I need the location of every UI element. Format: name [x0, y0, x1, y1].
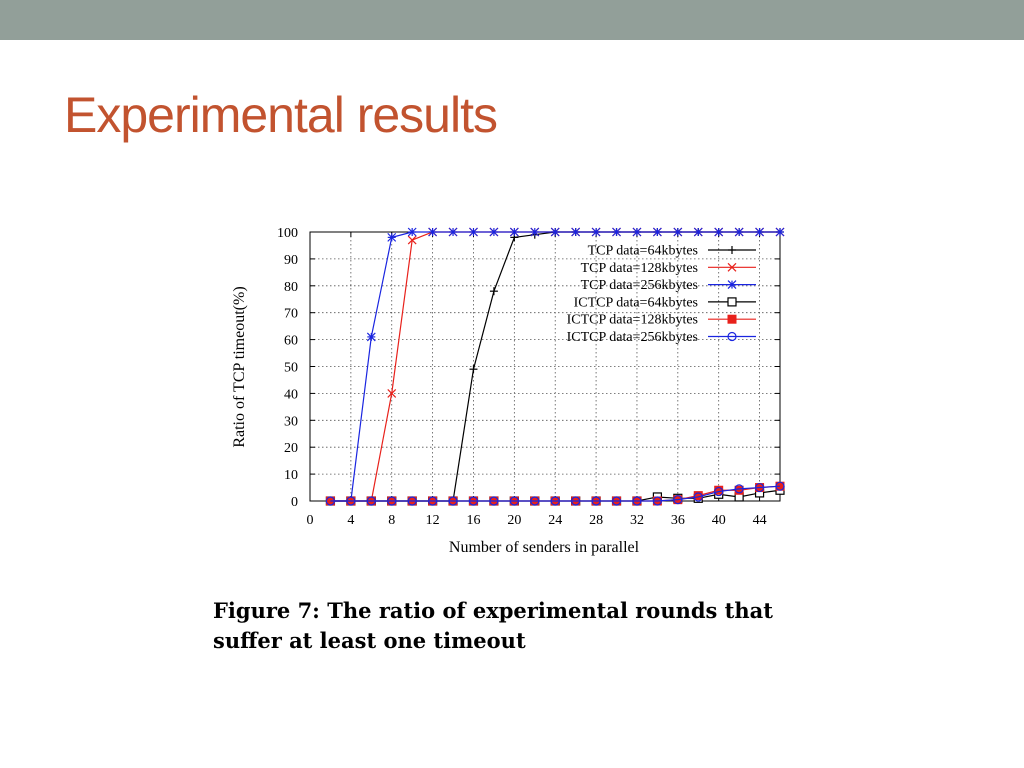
data-point [673, 227, 683, 237]
chart-axes: 0 4 8 12 16 20 24 28 32 36 40 44 0 10 20 30 40 50 60 70 80 90… [277, 226, 781, 528]
data-point [469, 365, 478, 374]
legend-marker [727, 297, 737, 307]
legend-label: TCP data=256kbytes [581, 278, 698, 293]
data-point [387, 388, 397, 398]
chart-grid [310, 232, 780, 501]
y-tick-label: 20 [284, 441, 298, 456]
data-point [407, 496, 417, 506]
y-tick-label: 90 [284, 253, 298, 268]
x-tick-label: 20 [507, 513, 521, 528]
x-tick-label: 8 [388, 513, 395, 528]
x-tick-label: 4 [347, 513, 354, 528]
data-point [591, 227, 601, 237]
data-point [346, 496, 356, 506]
y-tick-label: 50 [284, 361, 298, 376]
data-point [489, 227, 499, 237]
data-point [632, 227, 642, 237]
data-point [509, 496, 519, 506]
data-point [550, 227, 560, 237]
data-point [714, 227, 724, 237]
y-tick-label: 60 [284, 334, 298, 349]
data-point [469, 227, 478, 237]
legend-marker [727, 262, 737, 272]
data-point [591, 496, 601, 506]
data-point [489, 496, 499, 506]
data-point [714, 486, 724, 497]
data-point [530, 227, 540, 237]
data-point [734, 227, 744, 237]
legend-label: ICTCP data=128kbytes [567, 313, 698, 328]
data-point [611, 496, 622, 506]
data-point [612, 227, 621, 237]
data-point [775, 227, 785, 237]
data-point [428, 227, 438, 237]
chart-series [325, 227, 785, 506]
x-tick-label: 32 [630, 513, 644, 528]
y-tick-label: 10 [284, 468, 298, 483]
legend-marker [728, 246, 736, 254]
slide-title: Experimental results [64, 87, 498, 143]
data-point [366, 332, 376, 342]
data-point [325, 496, 336, 506]
x-tick-label: 12 [426, 513, 440, 528]
legend-label: TCP data=64kbytes [588, 244, 698, 259]
x-axis-label: Number of senders in parallel [449, 539, 640, 556]
data-point [468, 496, 479, 506]
legend-marker [727, 314, 737, 324]
y-tick-label: 40 [284, 387, 298, 402]
top-accent-bar [0, 0, 1024, 40]
data-point [571, 227, 581, 237]
legend-marker [727, 280, 737, 290]
x-tick-label: 40 [712, 513, 726, 528]
caption-line-2: suffer at least one timeout [213, 628, 526, 653]
data-point [755, 227, 764, 237]
data-point [550, 496, 560, 506]
data-point [571, 496, 581, 506]
y-tick-label: 30 [284, 414, 298, 429]
data-point [734, 484, 744, 494]
data-point [754, 482, 765, 493]
data-point [407, 235, 417, 245]
y-tick-label: 0 [291, 495, 298, 510]
legend-marker [727, 331, 737, 342]
y-tick-label: 70 [284, 307, 298, 322]
data-point [673, 495, 683, 505]
data-point [652, 496, 662, 506]
data-point [509, 227, 519, 237]
data-point [693, 492, 703, 502]
data-point [407, 227, 417, 237]
data-point [489, 287, 498, 296]
x-tick-label: 0 [307, 513, 314, 528]
chart-legend: TCP data=64kbytes TCP data=128kbytes TCP d… [567, 244, 756, 345]
data-point [632, 496, 642, 506]
series-line [330, 485, 781, 502]
legend-label: TCP data=128kbytes [581, 261, 698, 276]
x-tick-label: 16 [466, 513, 480, 528]
x-tick-label: 28 [589, 513, 603, 528]
data-point [652, 227, 662, 237]
data-point [366, 496, 376, 506]
y-axis-label: Ratio of TCP timeout(%) [231, 286, 248, 447]
figure-caption: Figure 7: The ratio of experimental roun… [213, 596, 833, 656]
y-tick-label: 80 [284, 280, 298, 295]
data-point [448, 496, 458, 506]
plot-frame [309, 231, 781, 502]
data-point [775, 481, 785, 491]
data-point [693, 227, 703, 237]
legend-label: ICTCP data=256kbytes [567, 330, 698, 345]
data-point [428, 496, 438, 506]
caption-line-1: Figure 7: The ratio of experimental roun… [213, 598, 773, 623]
data-point [387, 232, 397, 242]
x-tick-label: 24 [548, 513, 562, 528]
legend-label: ICTCP data=64kbytes [574, 295, 698, 310]
x-tick-label: 44 [753, 513, 767, 528]
data-point [530, 496, 540, 506]
data-point [387, 496, 397, 506]
data-point [448, 227, 458, 237]
x-tick-label: 36 [671, 513, 685, 528]
y-tick-label: 100 [277, 226, 298, 241]
